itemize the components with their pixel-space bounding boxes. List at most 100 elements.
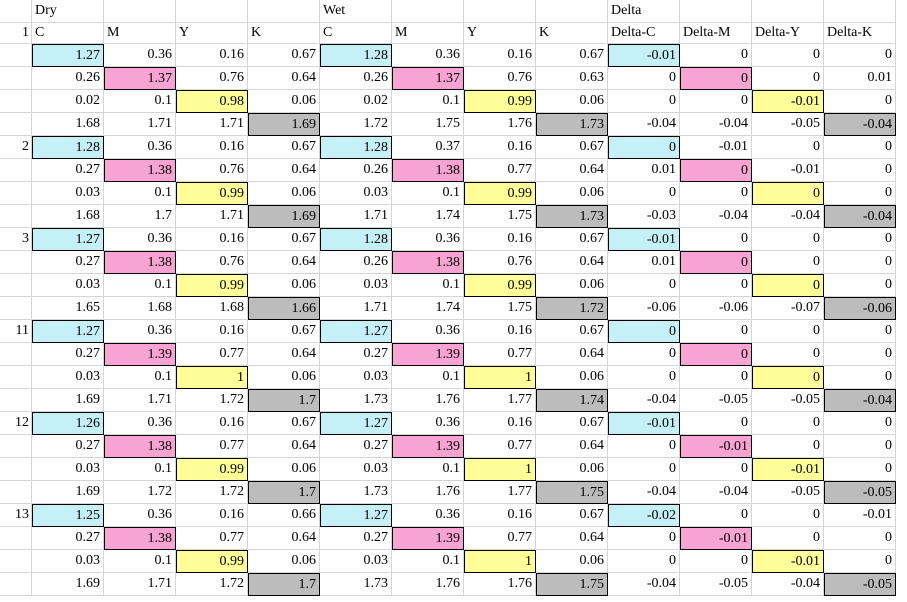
data-cell[interactable]: 0.06 — [536, 274, 608, 297]
data-cell[interactable]: 1.73 — [536, 113, 608, 136]
data-cell[interactable]: 1.66 — [248, 297, 320, 320]
data-cell[interactable]: 0.36 — [392, 504, 464, 527]
data-cell[interactable]: 0.77 — [176, 435, 248, 458]
data-cell[interactable]: 0.03 — [320, 182, 392, 205]
empty-cell[interactable] — [680, 0, 752, 23]
data-cell[interactable]: 1 — [176, 366, 248, 389]
data-cell[interactable]: 1.68 — [32, 205, 104, 228]
data-cell[interactable]: 0 — [752, 274, 824, 297]
data-cell[interactable]: 0.67 — [536, 228, 608, 251]
data-cell[interactable]: 0.99 — [176, 458, 248, 481]
data-cell[interactable]: 0 — [824, 527, 896, 550]
data-cell[interactable]: -0.01 — [680, 136, 752, 159]
data-cell[interactable]: 0.06 — [248, 274, 320, 297]
data-cell[interactable]: -0.01 — [752, 550, 824, 573]
data-cell[interactable]: 0.64 — [248, 159, 320, 182]
data-cell[interactable]: 0 — [680, 228, 752, 251]
data-cell[interactable]: -0.01 — [608, 228, 680, 251]
data-cell[interactable]: 0.26 — [320, 159, 392, 182]
data-cell[interactable]: -0.04 — [608, 389, 680, 412]
data-cell[interactable]: 0.03 — [320, 458, 392, 481]
data-cell[interactable]: 0.16 — [464, 228, 536, 251]
data-cell[interactable]: 0.06 — [536, 550, 608, 573]
data-cell[interactable]: 1.72 — [104, 481, 176, 504]
data-cell[interactable]: 0 — [608, 435, 680, 458]
data-cell[interactable]: 0.06 — [536, 458, 608, 481]
data-cell[interactable]: 0.03 — [320, 366, 392, 389]
data-cell[interactable]: 0.06 — [536, 366, 608, 389]
data-cell[interactable]: 1.27 — [32, 320, 104, 343]
data-cell[interactable]: 1.75 — [536, 481, 608, 504]
data-cell[interactable]: 0.77 — [464, 435, 536, 458]
data-cell[interactable]: 0.27 — [32, 527, 104, 550]
data-cell[interactable]: 0.63 — [536, 67, 608, 90]
data-cell[interactable]: 1.71 — [104, 389, 176, 412]
data-cell[interactable]: 0.03 — [32, 366, 104, 389]
data-cell[interactable]: 0.16 — [176, 320, 248, 343]
data-cell[interactable]: 0.1 — [392, 274, 464, 297]
data-cell[interactable]: -0.01 — [752, 159, 824, 182]
data-cell[interactable]: 0.64 — [536, 527, 608, 550]
data-cell[interactable]: 1.27 — [320, 320, 392, 343]
data-cell[interactable]: 0.1 — [104, 550, 176, 573]
data-cell[interactable]: 0 — [752, 366, 824, 389]
data-cell[interactable]: 1.38 — [104, 435, 176, 458]
data-cell[interactable]: 1.68 — [176, 297, 248, 320]
data-cell[interactable]: 1.75 — [464, 297, 536, 320]
data-cell[interactable]: 0.64 — [248, 435, 320, 458]
data-cell[interactable]: 0.77 — [464, 159, 536, 182]
data-cell[interactable]: 0.01 — [824, 67, 896, 90]
data-cell[interactable]: 0.06 — [248, 90, 320, 113]
data-cell[interactable]: 0 — [608, 320, 680, 343]
data-cell[interactable]: 0.02 — [32, 90, 104, 113]
data-cell[interactable]: 0.77 — [176, 527, 248, 550]
data-cell[interactable]: 0.76 — [176, 67, 248, 90]
data-cell[interactable]: 1.68 — [104, 297, 176, 320]
data-cell[interactable]: 1.72 — [176, 573, 248, 596]
data-cell[interactable]: -0.04 — [752, 573, 824, 596]
column-header[interactable]: Y — [176, 23, 248, 44]
data-cell[interactable]: 0 — [608, 458, 680, 481]
data-cell[interactable]: 1.74 — [392, 205, 464, 228]
data-cell[interactable]: 0.03 — [32, 182, 104, 205]
data-cell[interactable]: 0.64 — [248, 67, 320, 90]
data-cell[interactable]: 1.72 — [536, 297, 608, 320]
column-header[interactable]: Delta-Y — [752, 23, 824, 44]
data-cell[interactable]: 0 — [608, 67, 680, 90]
data-cell[interactable]: -0.06 — [608, 297, 680, 320]
data-cell[interactable]: 0 — [824, 550, 896, 573]
data-cell[interactable]: 0 — [608, 274, 680, 297]
data-cell[interactable]: -0.04 — [608, 113, 680, 136]
data-cell[interactable]: 0.64 — [536, 159, 608, 182]
data-cell[interactable]: 0.27 — [32, 343, 104, 366]
data-cell[interactable]: 1.76 — [392, 573, 464, 596]
data-cell[interactable]: 1.75 — [392, 113, 464, 136]
data-cell[interactable]: 0 — [680, 159, 752, 182]
data-cell[interactable]: 0 — [824, 136, 896, 159]
data-cell[interactable]: 0.36 — [104, 136, 176, 159]
data-cell[interactable]: -0.05 — [680, 573, 752, 596]
empty-cell[interactable] — [824, 0, 896, 23]
data-cell[interactable]: 1.27 — [320, 504, 392, 527]
data-cell[interactable]: 0 — [680, 320, 752, 343]
data-cell[interactable]: 0 — [824, 90, 896, 113]
data-cell[interactable]: 0 — [824, 458, 896, 481]
data-cell[interactable]: 0.76 — [464, 67, 536, 90]
data-cell[interactable]: 0 — [752, 527, 824, 550]
data-cell[interactable]: 1.71 — [176, 205, 248, 228]
empty-cell[interactable] — [752, 0, 824, 23]
data-cell[interactable]: 0.64 — [248, 527, 320, 550]
data-cell[interactable]: 0 — [680, 90, 752, 113]
data-cell[interactable]: 1.69 — [32, 389, 104, 412]
empty-cell[interactable] — [176, 0, 248, 23]
data-cell[interactable]: 0.77 — [464, 343, 536, 366]
data-cell[interactable]: 0.67 — [248, 320, 320, 343]
data-cell[interactable]: 0 — [680, 366, 752, 389]
data-cell[interactable]: 1.27 — [32, 228, 104, 251]
empty-cell[interactable] — [248, 0, 320, 23]
data-cell[interactable]: 0 — [680, 182, 752, 205]
data-cell[interactable]: 1.76 — [464, 573, 536, 596]
column-header[interactable]: Delta-M — [680, 23, 752, 44]
data-cell[interactable]: 0.36 — [104, 44, 176, 67]
empty-cell[interactable] — [104, 0, 176, 23]
